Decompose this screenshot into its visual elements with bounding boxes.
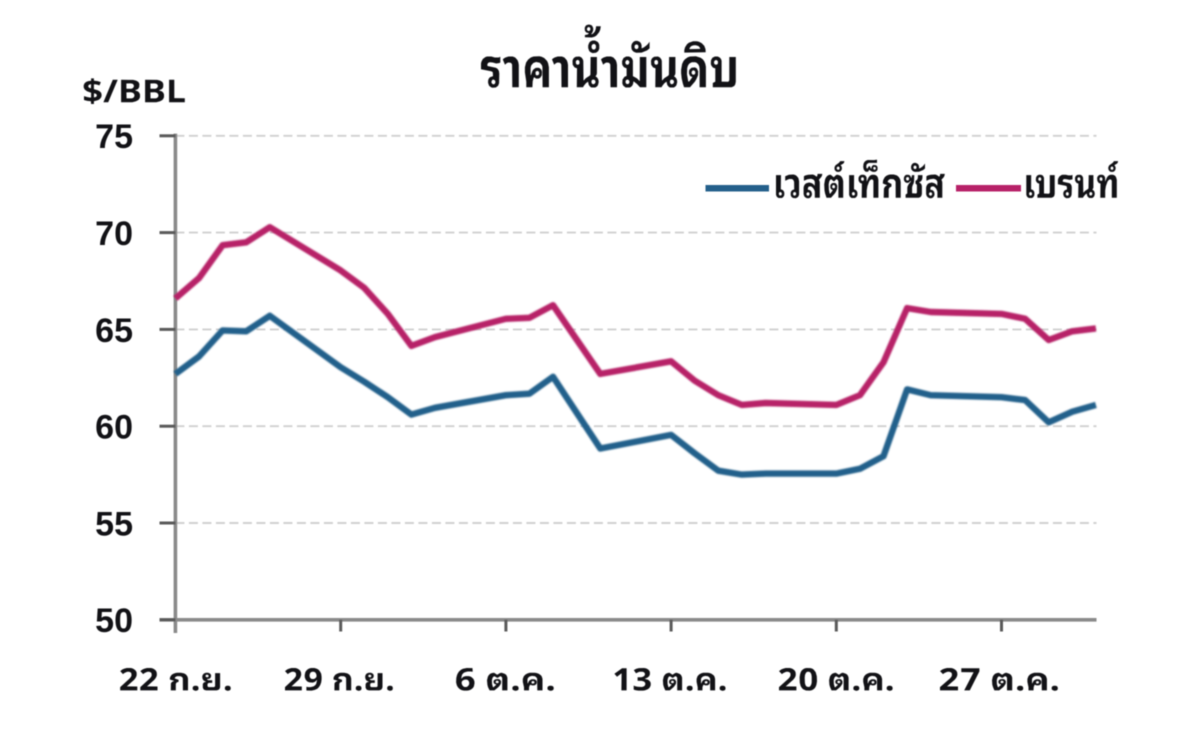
svg-text:50: 50 (95, 602, 133, 640)
svg-text:55: 55 (95, 505, 133, 543)
svg-text:75: 75 (95, 118, 133, 156)
svg-text:65: 65 (95, 312, 133, 350)
svg-text:70: 70 (95, 215, 133, 253)
svg-text:60: 60 (95, 409, 133, 447)
